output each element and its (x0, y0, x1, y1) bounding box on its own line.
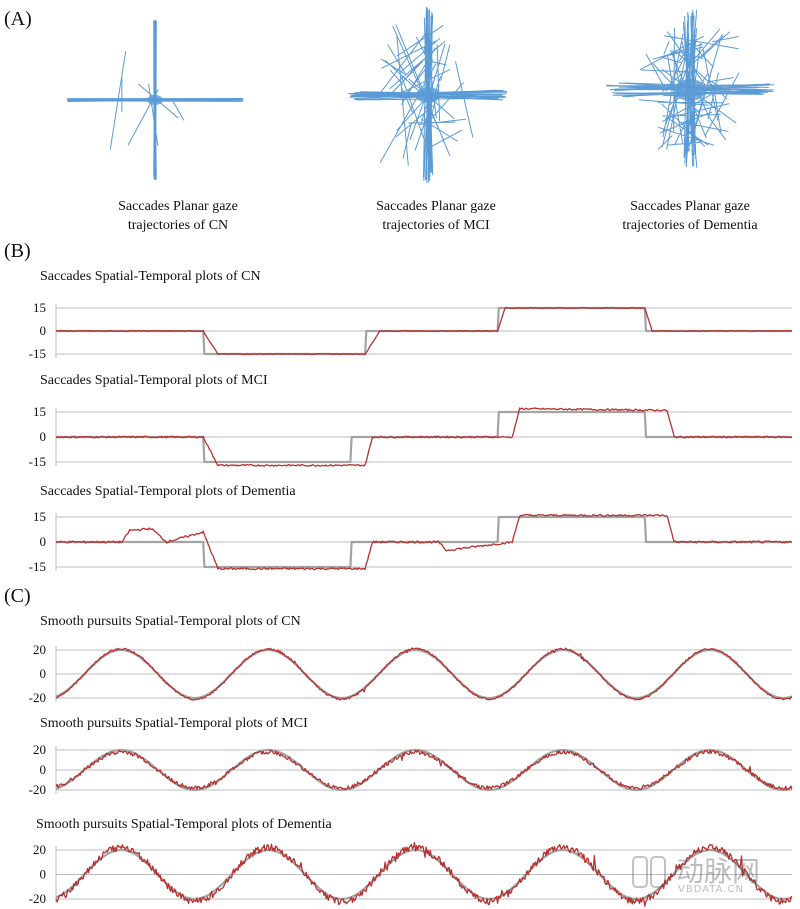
plot-title-pursuit-cn: Smooth pursuits Spatial-Temporal plots o… (40, 614, 301, 629)
y-tick-label: 15 (33, 509, 46, 524)
y-tick-label: 20 (33, 742, 46, 757)
y-tick-label: -20 (29, 891, 46, 906)
y-tick-label: 0 (40, 323, 47, 338)
response-series-line (55, 647, 793, 701)
y-tick-label: -20 (29, 782, 46, 797)
gaze-cross-dementia (605, 9, 775, 169)
y-tick-label: 20 (33, 642, 46, 657)
caption-cn-line2: trajectories of CN (127, 218, 229, 233)
panel-a-label: (A) (4, 8, 32, 30)
y-tick-label: 0 (40, 762, 47, 777)
response-series-line (55, 749, 793, 791)
caption-mci: Saccades Planar gaze trajectories of MCI (326, 197, 546, 235)
caption-mci-line1: Saccades Planar gaze (376, 199, 496, 214)
y-tick-label: 15 (33, 404, 46, 419)
saccades-dementia-plot: 15 0 -15 (29, 509, 793, 574)
watermark-logo-icon (632, 856, 666, 888)
pursuit-dementia-plot: 20 0 -20 (29, 841, 793, 907)
y-tick-label: -15 (29, 454, 46, 469)
panel-b-label: (B) (4, 240, 31, 262)
y-tick-label: -15 (29, 346, 46, 361)
caption-cn-line1: Saccades Planar gaze (118, 199, 238, 214)
plot-title-saccades-dementia: Saccades Spatial-Temporal plots of Demen… (40, 484, 296, 499)
watermark-text: 动脉网 (676, 855, 761, 888)
watermark-subtext: VBDATA.CN (678, 884, 744, 895)
gaze-trajectory-plots (66, 6, 775, 184)
response-series-line (55, 841, 793, 907)
caption-dementia-line1: Saccades Planar gaze (630, 199, 750, 214)
plot-title-saccades-mci: Saccades Spatial-Temporal plots of MCI (40, 373, 268, 388)
saccades-mci-plot: 15 0 -15 (29, 404, 793, 469)
gaze-cross-mci (348, 6, 508, 184)
saccades-cn-plot: 15 0 -15 (29, 300, 793, 361)
panel-c-label: (C) (4, 585, 31, 607)
target-series-line (56, 515, 792, 569)
pursuit-cn-plot: 20 0 -20 (29, 642, 793, 705)
y-tick-label: 0 (40, 534, 47, 549)
plot-title-pursuit-mci: Smooth pursuits Spatial-Temporal plots o… (40, 716, 308, 731)
response-series-line (55, 306, 793, 356)
y-tick-label: 0 (40, 429, 47, 444)
y-tick-label: 0 (40, 867, 47, 882)
pursuit-mci-plot: 20 0 -20 (29, 742, 793, 797)
plot-title-saccades-cn: Saccades Spatial-Temporal plots of CN (40, 269, 261, 284)
caption-dementia-line2: trajectories of Dementia (622, 218, 758, 233)
caption-mci-line2: trajectories of MCI (382, 218, 490, 233)
y-tick-label: 0 (40, 666, 47, 681)
caption-dementia: Saccades Planar gaze trajectories of Dem… (580, 197, 800, 235)
y-tick-label: 15 (33, 300, 46, 315)
response-series-line (55, 407, 793, 467)
y-tick-label: -15 (29, 559, 46, 574)
plot-title-pursuit-dementia: Smooth pursuits Spatial-Temporal plots o… (36, 817, 332, 832)
caption-cn: Saccades Planar gaze trajectories of CN (68, 197, 288, 235)
response-series-line (55, 513, 793, 571)
gaze-cross-cn (66, 19, 244, 181)
y-tick-label: 20 (33, 842, 46, 857)
y-tick-label: -20 (29, 690, 46, 705)
